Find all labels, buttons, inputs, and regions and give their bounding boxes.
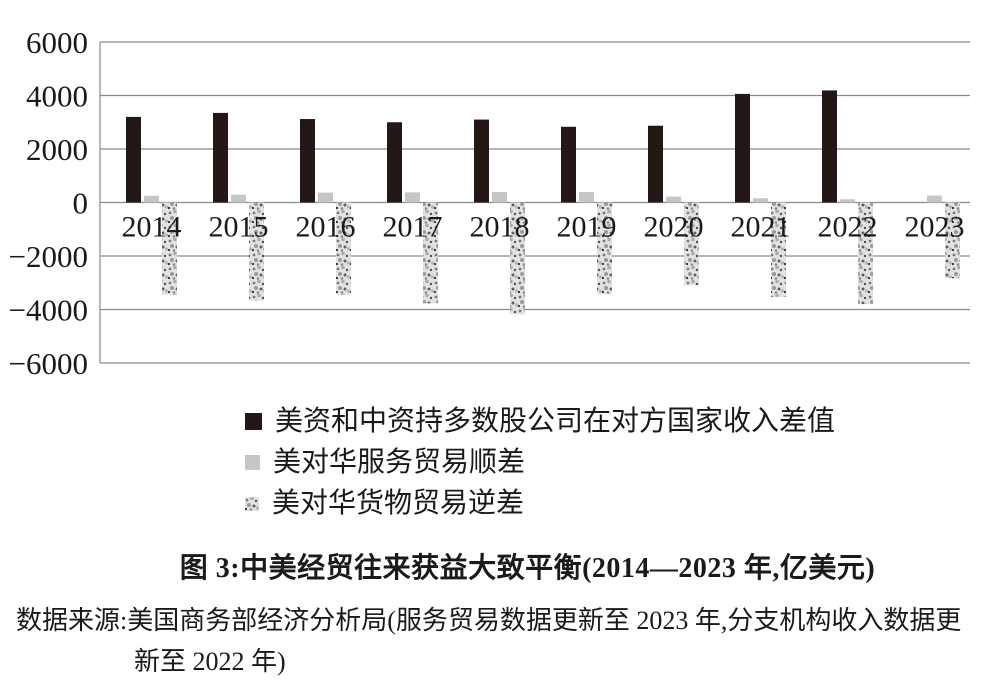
x-tick-label: 2020 xyxy=(644,211,704,244)
bar-series1-2020 xyxy=(648,125,663,203)
data-source-line-2: 新至 2022 年) xyxy=(134,647,286,676)
bar-series3-2015 xyxy=(249,202,264,301)
bar-chart-canvas: 6000 4000 2000 0 −2000 −4000 −6000 2014 2015 2016… xyxy=(9,25,970,381)
chart-title: 图 3:中美经贸往来获益大致平衡(2014—2023 年,亿美元) xyxy=(179,553,876,584)
bar-series3-2016 xyxy=(336,202,351,295)
bar-series1-2014 xyxy=(126,116,141,203)
x-tick-label: 2017 xyxy=(383,211,443,244)
bar-series3-2019 xyxy=(597,202,612,295)
bar-series1-2017 xyxy=(387,122,402,203)
legend-item: 美对华服务贸易顺差 xyxy=(245,442,835,483)
legend-label: 美对华货物贸易逆差 xyxy=(272,488,525,519)
bar-series3-2021 xyxy=(771,202,786,297)
x-tick-label: 2022 xyxy=(818,211,878,244)
gridlines xyxy=(99,41,970,364)
axis-labels: 6000 4000 2000 0 −2000 −4000 −6000 2014 2015 2016… xyxy=(9,25,965,381)
bar-series2-2015 xyxy=(231,194,246,203)
x-tick-label: 2014 xyxy=(122,211,182,244)
bar-series2-2014 xyxy=(144,195,159,203)
y-tick-label: −6000 xyxy=(9,346,88,381)
bar-series2-2022 xyxy=(840,199,855,203)
bar-series2-2017 xyxy=(405,192,420,203)
bar-series3-2018 xyxy=(510,202,525,315)
bar-series1-2021 xyxy=(735,93,750,203)
bar-series3-2023 xyxy=(945,202,960,279)
bar-series3-2020 xyxy=(684,202,699,286)
legend-label: 美资和中资持多数股公司在对方国家收入差值 xyxy=(275,406,836,437)
legend-swatch-series3 xyxy=(245,496,259,511)
legend-item: 美对华货物贸易逆差 xyxy=(245,483,835,524)
legend-swatch-series1 xyxy=(245,413,262,430)
bar-series2-2021 xyxy=(753,198,768,203)
bar-series1-2016 xyxy=(300,119,315,203)
y-tick-label: 6000 xyxy=(26,25,88,60)
x-tick-label: 2016 xyxy=(296,211,356,244)
bar-series3-2014 xyxy=(162,202,177,295)
y-tick-label: −2000 xyxy=(9,239,88,274)
y-tick-label: 0 xyxy=(73,186,89,221)
data-source-line-1: 数据来源:美国商务部经济分析局(服务贸易数据更新至 2023 年,分支机构收入数… xyxy=(16,606,962,635)
bar-series1-2019 xyxy=(561,126,576,203)
x-tick-label: 2019 xyxy=(557,211,617,244)
x-tick-label: 2018 xyxy=(470,211,530,244)
chart-legend: 美资和中资持多数股公司在对方国家收入差值 美对华服务贸易顺差 美对华货物贸易逆差 xyxy=(245,401,835,524)
bar-series2-2018 xyxy=(492,192,507,203)
bar-series2-2019 xyxy=(579,192,594,203)
bars xyxy=(126,90,960,315)
bar-chart: 6000 4000 2000 0 −2000 −4000 −6000 2014 2015 2016… xyxy=(9,25,970,381)
y-tick-label: 4000 xyxy=(26,79,88,114)
x-tick-label: 2015 xyxy=(209,211,269,244)
legend-swatch-series2 xyxy=(245,455,260,470)
y-tick-label: −4000 xyxy=(9,293,88,328)
bar-series3-2017 xyxy=(423,202,438,304)
data-source-note: 数据来源:美国商务部经济分析局(服务贸易数据更新至 2023 年,分支机构收入数… xyxy=(16,600,991,682)
bar-series2-2016 xyxy=(318,192,333,203)
legend-label: 美对华服务贸易顺差 xyxy=(273,447,526,478)
x-tick-label: 2021 xyxy=(731,211,791,244)
bar-series1-2022 xyxy=(822,90,837,203)
legend-item: 美资和中资持多数股公司在对方国家收入差值 xyxy=(245,401,835,442)
bar-series2-2023 xyxy=(927,195,942,203)
y-tick-label: 2000 xyxy=(26,132,88,167)
bar-series3-2022 xyxy=(858,202,873,305)
x-tick-label: 2023 xyxy=(905,211,965,244)
bar-series2-2020 xyxy=(666,196,681,203)
bar-series1-2015 xyxy=(213,112,228,203)
bar-series1-2018 xyxy=(474,119,489,203)
